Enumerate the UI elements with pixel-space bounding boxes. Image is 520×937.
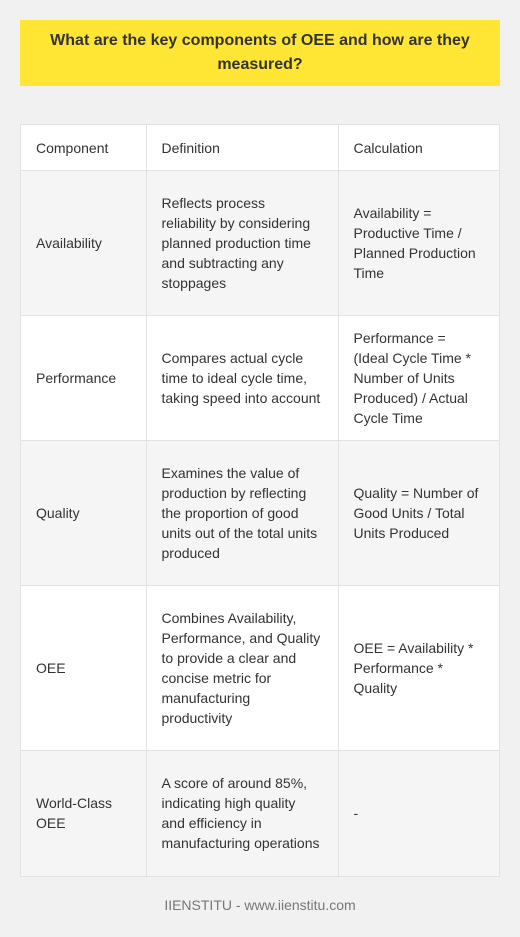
cell-calculation: Performance = (Ideal Cycle Time * Number…	[337, 315, 499, 441]
cell-calculation: OEE = Availability * Performance * Quali…	[337, 585, 499, 751]
cell-definition: Compares actual cycle time to ideal cycl…	[145, 315, 338, 441]
cell-component: Quality	[21, 440, 146, 586]
cell-component: Performance	[21, 315, 146, 441]
cell-calculation: -	[337, 750, 499, 876]
title-banner: What are the key components of OEE and h…	[20, 20, 500, 86]
cell-definition: A score of around 85%, indicating high q…	[145, 750, 338, 876]
cell-definition: Reflects process reliability by consider…	[145, 170, 338, 316]
page-title: What are the key components of OEE and h…	[50, 32, 470, 73]
cell-calculation: Quality = Number of Good Units / Total U…	[337, 440, 499, 586]
table-header-row: Component Definition Calculation	[21, 125, 499, 171]
table-row: World-Class OEE A score of around 85%, i…	[21, 750, 499, 876]
table-row: Quality Examines the value of production…	[21, 440, 499, 586]
cell-definition: Examines the value of production by refl…	[145, 440, 338, 586]
cell-calculation: Availability = Productive Time / Planned…	[337, 170, 499, 316]
table-row: Availability Reflects process reliabilit…	[21, 170, 499, 316]
cell-definition: Combines Availability, Performance, and …	[145, 585, 338, 751]
footer-credit: IIENSTITU - www.iienstitu.com	[164, 897, 356, 913]
table-row: Performance Compares actual cycle time t…	[21, 315, 499, 441]
cell-component: World-Class OEE	[21, 750, 146, 876]
table-row: OEE Combines Availability, Performance, …	[21, 585, 499, 751]
header-calculation: Calculation	[337, 125, 499, 171]
header-component: Component	[36, 139, 109, 156]
cell-component: OEE	[21, 585, 146, 751]
header-definition: Definition	[145, 125, 338, 171]
cell-component: Availability	[21, 170, 146, 316]
oee-components-table: Component Definition Calculation Availab…	[20, 124, 500, 877]
